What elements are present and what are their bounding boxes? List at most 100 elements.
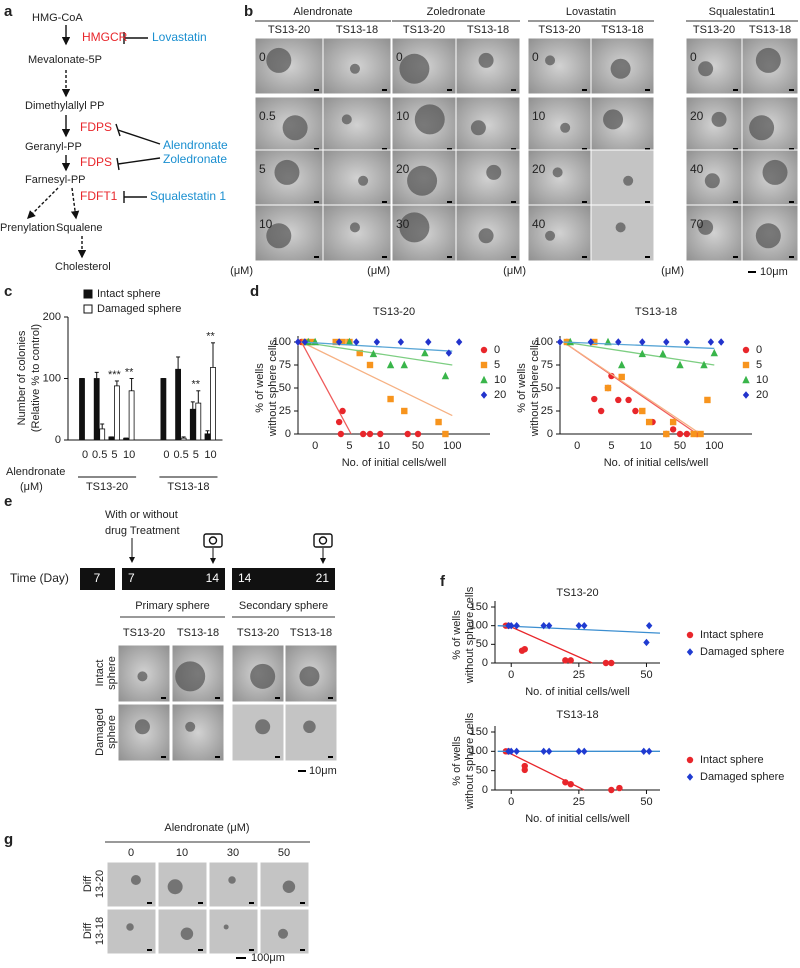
trend-line xyxy=(563,341,715,350)
sphere-image xyxy=(303,720,316,734)
row-label: 13-18 xyxy=(94,917,106,945)
y-tick-label: 0 xyxy=(482,657,488,669)
legend-marker xyxy=(742,361,750,369)
point xyxy=(697,430,704,438)
cell-line: TS13-18 xyxy=(467,24,509,36)
point xyxy=(540,747,547,756)
chart-title: TS13-18 xyxy=(635,306,677,318)
legend-marker xyxy=(742,391,750,399)
day: 14 xyxy=(206,571,220,585)
scale-label: 10μm xyxy=(309,765,337,777)
legend-label: 20 xyxy=(494,389,506,401)
y-tick-label: 75 xyxy=(279,359,291,371)
timeline-box xyxy=(80,568,115,590)
point xyxy=(441,371,450,380)
sphere-image xyxy=(545,230,556,241)
x-axis-label: No. of initial cells/well xyxy=(525,813,630,825)
trend-line xyxy=(301,341,453,352)
micrograph xyxy=(455,149,521,207)
image-scale-bar xyxy=(314,148,319,150)
point xyxy=(587,338,595,346)
point xyxy=(581,747,588,756)
y-tick-label: 25 xyxy=(279,405,291,417)
point xyxy=(435,418,442,426)
point xyxy=(707,338,715,346)
y-axis-label: without sphere cells xyxy=(529,339,541,437)
trend-line xyxy=(505,623,593,664)
image-scale-bar xyxy=(645,89,650,91)
panel-letter: c xyxy=(4,283,12,300)
point xyxy=(669,426,677,433)
x-tick-label: 50 xyxy=(640,669,652,681)
y-tick-label: 50 xyxy=(476,765,488,777)
sphere-image xyxy=(299,666,320,687)
point xyxy=(335,418,343,426)
x-tick-label: 100 xyxy=(705,440,723,452)
point xyxy=(508,621,515,630)
micrograph xyxy=(527,149,592,207)
significance: *** xyxy=(108,369,122,381)
sphere-image xyxy=(762,159,788,185)
bar xyxy=(160,378,167,441)
bar xyxy=(189,408,196,441)
cell-line: TS13-20 xyxy=(693,24,735,36)
cell-line: TS13-18 xyxy=(336,24,378,36)
point xyxy=(513,747,520,756)
y-axis-label: % of wells xyxy=(451,736,463,786)
image-scale-bar xyxy=(733,256,738,258)
micrograph xyxy=(171,703,225,762)
dose: 40 xyxy=(690,162,704,176)
legend-marker xyxy=(742,346,750,354)
point xyxy=(632,407,639,415)
sphere-image xyxy=(545,55,556,66)
unit: (μM) xyxy=(367,265,390,277)
point xyxy=(602,659,610,667)
legend-label: 5 xyxy=(756,359,762,371)
cell-line: TS13-20 xyxy=(538,24,580,36)
point xyxy=(683,430,691,438)
legend-label: Intact sphere xyxy=(700,629,764,641)
legend-swatch xyxy=(83,304,93,314)
x-tick-label: 10 xyxy=(640,440,652,452)
micrograph xyxy=(590,149,655,207)
significance: ** xyxy=(192,379,201,391)
bar xyxy=(180,437,187,441)
point xyxy=(369,349,378,358)
image-scale-bar xyxy=(161,697,166,699)
image-scale-bar xyxy=(447,89,452,91)
image-scale-bar xyxy=(789,89,794,91)
bar xyxy=(93,378,100,441)
x-tick-label: 5 xyxy=(346,440,352,452)
point xyxy=(616,784,623,792)
metabolite: Dimethylallyl PP xyxy=(25,100,104,112)
point xyxy=(683,338,691,346)
scale-label: 100μm xyxy=(251,952,285,964)
drug-name: Alendronate xyxy=(293,6,352,18)
point xyxy=(597,407,605,415)
point xyxy=(332,338,339,346)
legend-marker xyxy=(480,361,488,369)
point xyxy=(337,430,345,438)
point xyxy=(700,360,708,369)
point xyxy=(366,361,374,369)
point xyxy=(377,430,384,438)
point xyxy=(545,747,553,756)
legend-label: 0 xyxy=(756,344,762,356)
image-scale-bar xyxy=(314,201,319,203)
trend-line xyxy=(301,341,453,366)
micrograph xyxy=(157,861,208,908)
pathway-arrows xyxy=(27,25,161,259)
x-tick-label: 5 xyxy=(111,449,117,461)
chart-title: TS13-18 xyxy=(556,709,598,721)
legend-marker xyxy=(686,648,694,656)
x-tick-label: 0 xyxy=(508,669,514,681)
y-tick-label: 100 xyxy=(470,745,488,757)
x-axis-label: No. of initial cells/well xyxy=(342,457,447,469)
unit: (μM) xyxy=(661,265,684,277)
micrograph xyxy=(527,204,592,262)
unit: (μM) xyxy=(503,265,526,277)
point xyxy=(521,766,528,774)
panel-letter: g xyxy=(4,831,13,848)
dose: 70 xyxy=(690,217,704,231)
dose: 5 xyxy=(259,162,266,176)
